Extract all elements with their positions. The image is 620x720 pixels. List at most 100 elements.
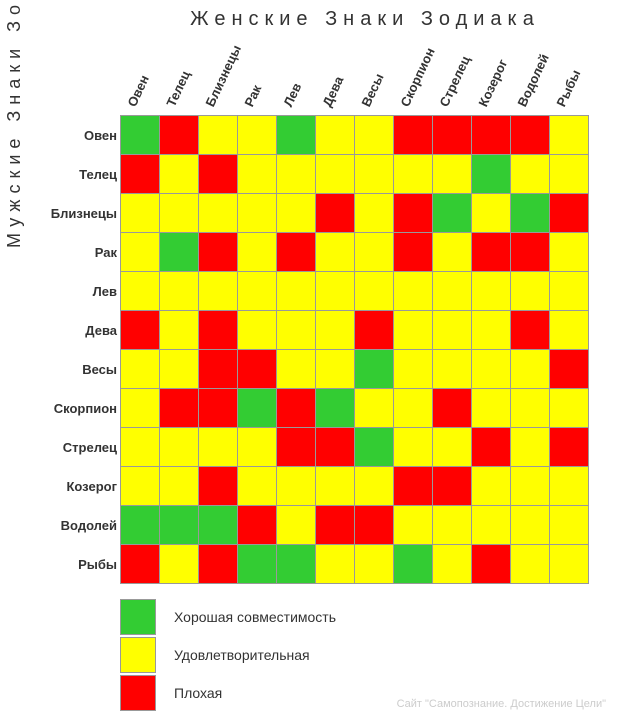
row-header: Весы [35, 350, 117, 389]
heatmap-row: Козерог [121, 467, 589, 506]
heatmap-cell [160, 545, 199, 584]
heatmap-cell [316, 428, 355, 467]
heatmap-cell [511, 116, 550, 155]
legend-label: Хорошая совместимость [174, 609, 336, 625]
heatmap-cell [472, 311, 511, 350]
row-header: Водолей [35, 506, 117, 545]
heatmap-cell [160, 311, 199, 350]
heatmap-row: Лев [121, 272, 589, 311]
row-header: Рак [35, 233, 117, 272]
row-header: Скорпион [35, 389, 117, 428]
heatmap-cell [238, 350, 277, 389]
heatmap-cell [316, 233, 355, 272]
heatmap-cell [355, 311, 394, 350]
heatmap-cell [160, 116, 199, 155]
heatmap-cell [160, 428, 199, 467]
heatmap-cell [277, 116, 316, 155]
heatmap-cell [472, 155, 511, 194]
heatmap-cell [160, 155, 199, 194]
heatmap-cell [121, 506, 160, 545]
heatmap-cell [394, 428, 433, 467]
heatmap-cell [433, 467, 472, 506]
heatmap-cell [511, 155, 550, 194]
heatmap-rows: ОвенТелецБлизнецыРакЛевДеваВесыСкорпионС… [120, 115, 589, 584]
heatmap-cell [238, 155, 277, 194]
legend-label: Удовлетворительная [174, 647, 310, 663]
heatmap-cell [511, 272, 550, 311]
heatmap-cell [238, 428, 277, 467]
heatmap-cell [316, 116, 355, 155]
heatmap-cell [550, 467, 589, 506]
heatmap-cell [550, 155, 589, 194]
watermark: Сайт "Самопознание. Достижение Цели" [397, 698, 606, 710]
heatmap-cell [355, 428, 394, 467]
heatmap-cell [355, 389, 394, 428]
heatmap-cell [199, 545, 238, 584]
heatmap-cell [160, 233, 199, 272]
heatmap-cell [550, 545, 589, 584]
column-header: Рак [241, 67, 271, 109]
heatmap-cell [511, 389, 550, 428]
column-header: Дева [319, 67, 349, 109]
heatmap-cell [550, 311, 589, 350]
heatmap-cell [394, 350, 433, 389]
heatmap-cell [394, 506, 433, 545]
heatmap-cell [199, 467, 238, 506]
heatmap-cell [433, 116, 472, 155]
row-header: Овен [35, 116, 117, 155]
heatmap-cell [277, 155, 316, 194]
heatmap-cell [277, 389, 316, 428]
heatmap-cell [238, 545, 277, 584]
heatmap-cell [277, 506, 316, 545]
heatmap-cell [550, 389, 589, 428]
heatmap-cell [472, 194, 511, 233]
heatmap-cell [472, 428, 511, 467]
heatmap-cell [121, 194, 160, 233]
rows-title: Мужские Знаки Зодиака [4, 0, 25, 248]
heatmap-row: Водолей [121, 506, 589, 545]
heatmap-cell [199, 389, 238, 428]
heatmap-cell [394, 545, 433, 584]
heatmap-cell [433, 545, 472, 584]
heatmap-cell [355, 194, 394, 233]
heatmap-cell [394, 311, 433, 350]
heatmap-cell [121, 272, 160, 311]
heatmap-cell [277, 194, 316, 233]
heatmap-cell [160, 467, 199, 506]
heatmap-cell [472, 233, 511, 272]
heatmap-cell [355, 506, 394, 545]
heatmap-cell [277, 428, 316, 467]
heatmap-cell [121, 389, 160, 428]
heatmap-cell [550, 233, 589, 272]
heatmap-cell [316, 350, 355, 389]
heatmap-cell [511, 194, 550, 233]
row-header: Лев [35, 272, 117, 311]
heatmap-cell [394, 116, 433, 155]
heatmap-cell [433, 506, 472, 545]
heatmap-cell [550, 194, 589, 233]
heatmap-cell [472, 116, 511, 155]
row-header: Близнецы [35, 194, 117, 233]
heatmap-cell [199, 311, 238, 350]
heatmap-cell [238, 194, 277, 233]
heatmap-cell [355, 545, 394, 584]
heatmap-cell [472, 467, 511, 506]
heatmap-cell [550, 428, 589, 467]
legend-item: Удовлетворительная [120, 636, 612, 674]
heatmap-cell [277, 233, 316, 272]
heatmap-cell [238, 116, 277, 155]
heatmap-cell [355, 233, 394, 272]
zodiac-compatibility-chart: Женские Знаки Зодиака Мужские Знаки Зоди… [8, 8, 612, 712]
column-header: Стрелец [436, 67, 466, 109]
heatmap-cell [511, 545, 550, 584]
heatmap-cell [511, 233, 550, 272]
heatmap-cell [472, 350, 511, 389]
column-header: Скорпион [397, 67, 427, 109]
column-header: Лев [280, 67, 310, 109]
heatmap-cell [472, 506, 511, 545]
heatmap-cell [121, 467, 160, 506]
heatmap-cell [121, 428, 160, 467]
heatmap-cell [316, 506, 355, 545]
heatmap-cell [316, 389, 355, 428]
legend-swatch [120, 637, 156, 673]
